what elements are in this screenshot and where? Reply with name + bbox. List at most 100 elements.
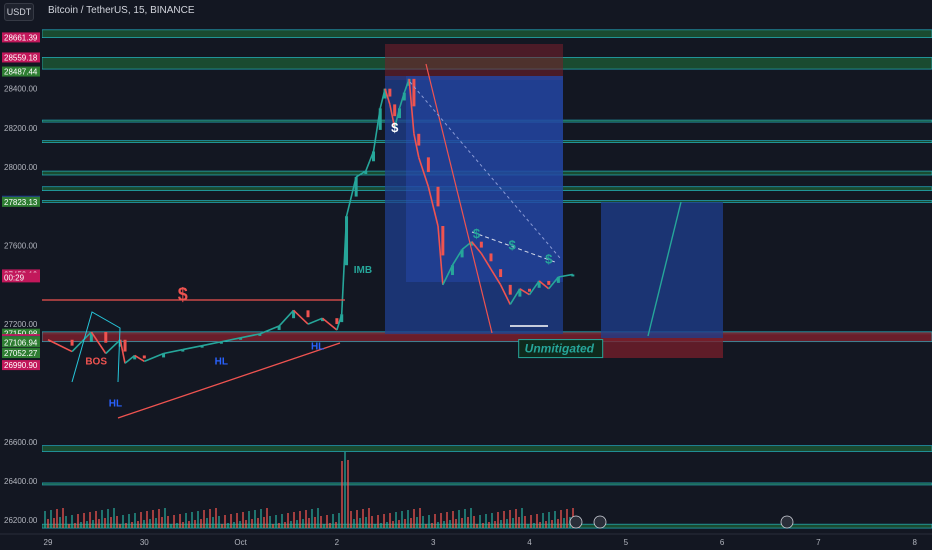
y-tick-label: 26400.00 [4,477,38,486]
annotation-9: $ [391,120,399,135]
projection-stop-box [601,338,723,358]
candle [258,333,262,336]
volume-bar [185,513,187,528]
volume-bar [260,509,262,528]
candle [239,337,243,340]
candle [354,176,358,197]
trendline-support [117,342,341,419]
volume-bar [509,510,511,528]
annotation-2: HL [109,398,122,409]
volume-bar [557,519,559,528]
volume-bar [227,523,229,528]
volume-bar [311,509,313,528]
volume-bar [212,517,214,528]
volume-bar [197,511,199,528]
volume-bar [86,521,88,528]
candle [277,326,281,330]
candle [537,280,541,288]
volume-bar [77,514,79,528]
candle [306,310,310,318]
y-tick-label: 27200.00 [4,320,38,329]
candle [383,88,387,99]
volume-bar [542,513,544,528]
price-segment [47,339,73,353]
volume-bar [158,509,160,528]
volume-bar [101,510,103,528]
volume-bar [149,519,151,528]
volume-bar [329,523,331,528]
volume-bar [353,519,355,528]
volume-bar [524,516,526,528]
volume-bar [422,516,424,528]
volume-bar [110,517,112,528]
volume-bar [296,520,298,528]
volume-bar [89,512,91,528]
volume-bar [341,461,343,528]
volume-bar [494,521,496,528]
volume-bar [500,520,502,528]
volume-bar [290,521,292,528]
price-badge-label: 28487.44 [4,68,38,77]
volume-bar [95,511,97,528]
price-segment [345,176,357,217]
volume-bar [314,517,316,528]
volume-bar [50,510,52,528]
volume-bar [503,511,505,528]
candle [200,345,204,348]
x-tick-label: 4 [527,538,532,547]
volume-bar [131,522,133,528]
candle [70,339,74,346]
volume-bar [71,515,73,528]
volume-bar [425,524,427,528]
price-segment [471,241,482,254]
price-segment [119,339,126,364]
chart-header: USDT Bitcoin / TetherUS, 15, BINANCE [0,0,932,22]
price-segment [413,133,420,158]
volume-bar [299,511,301,528]
event-marker-icon [569,515,583,529]
volume-bar [380,523,382,528]
volume-bar [449,520,451,528]
volume-bar [116,516,118,528]
annotation-8: $ [545,251,553,266]
volume-bar [65,516,67,528]
volume-bar [257,518,259,528]
price-segment [509,288,521,305]
candle [470,241,474,246]
structure-triangle [71,311,121,383]
volume-bar [419,508,421,528]
volume-bar [161,517,163,528]
volume-bar [320,516,322,528]
volume-bar [476,524,478,528]
quote-currency-chip[interactable]: USDT [4,3,34,21]
x-tick-label: 2 [335,538,340,547]
volume-bar [236,513,238,528]
volume-bar [56,509,58,528]
price-segment [134,354,145,363]
volume-bar [278,523,280,528]
volume-bar [374,524,376,528]
price-segment [389,104,396,129]
price-segment [408,78,415,134]
volume-bar [518,517,520,528]
price-badge [2,328,40,339]
price-segment [451,249,463,266]
volume-bar [188,521,190,528]
volume-bar [254,510,256,528]
candle [219,341,223,344]
price-segment [307,317,323,325]
volume-bar [452,511,454,528]
price-segment [182,344,203,351]
price-badge [2,52,40,63]
price-badge [2,360,40,371]
symbol-title[interactable]: Bitcoin / TetherUS, 15, BINANCE [48,5,195,16]
candle [547,280,551,285]
volume-bar [344,452,346,528]
candle [528,288,531,292]
price-segment [221,337,241,343]
candle [388,88,392,97]
volume-bar [176,523,178,528]
price-segment [240,333,261,339]
candle [556,277,560,283]
